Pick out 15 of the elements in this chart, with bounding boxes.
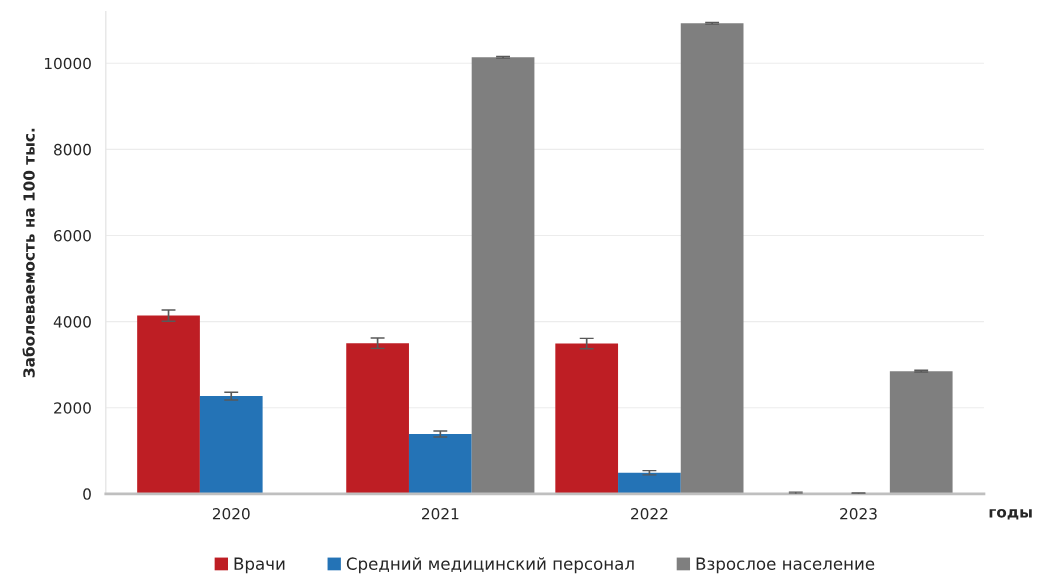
x-tick-label: 2020 <box>212 508 250 520</box>
y-tick-label: 4000 <box>53 316 91 328</box>
x-tick-label: 2021 <box>422 508 459 520</box>
x-tick-label: 2023 <box>840 508 877 520</box>
y-tick-label: 10000 <box>44 57 91 70</box>
y-tick-label: 0 <box>83 488 91 500</box>
x-tick-label: 2022 <box>631 508 668 520</box>
legend-label: Средний медицинский персонал <box>346 557 634 574</box>
y-tick-label: 6000 <box>54 229 91 242</box>
y-tick-label: 8000 <box>54 143 91 156</box>
x-axis-title: годы <box>989 508 1032 520</box>
legend-label: Взрослое население <box>696 557 875 574</box>
legend-label: Врачи <box>234 557 285 574</box>
y-axis-title: Заболеваемость на 100 тыс. <box>22 128 35 378</box>
y-tick-label: 2000 <box>54 402 91 414</box>
